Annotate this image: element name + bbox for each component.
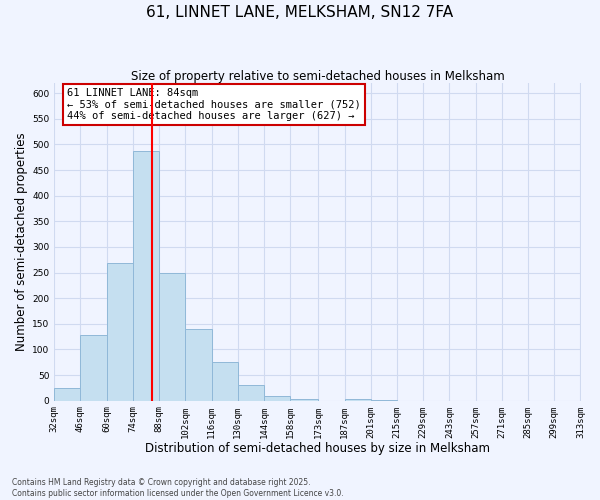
Bar [159,272,185,400]
Text: 61 LINNET LANE: 84sqm
← 53% of semi-detached houses are smaller (752)
44% of sem: 61 LINNET LANE: 84sqm ← 53% of semi-deta… [67,88,361,121]
Bar [238,385,264,400]
Bar [290,399,319,400]
Bar [80,335,107,400]
Text: Contains HM Land Registry data © Crown copyright and database right 2025.
Contai: Contains HM Land Registry data © Crown c… [12,478,344,498]
Bar [264,396,290,400]
Y-axis label: Number of semi-detached properties: Number of semi-detached properties [15,132,28,351]
Bar [133,151,159,400]
Bar [107,264,133,400]
Bar [212,362,238,401]
Bar [54,388,80,400]
Text: 61, LINNET LANE, MELKSHAM, SN12 7FA: 61, LINNET LANE, MELKSHAM, SN12 7FA [146,5,454,20]
Title: Size of property relative to semi-detached houses in Melksham: Size of property relative to semi-detach… [131,70,504,83]
Bar [344,398,371,400]
X-axis label: Distribution of semi-detached houses by size in Melksham: Distribution of semi-detached houses by … [145,442,490,455]
Bar [185,329,212,400]
